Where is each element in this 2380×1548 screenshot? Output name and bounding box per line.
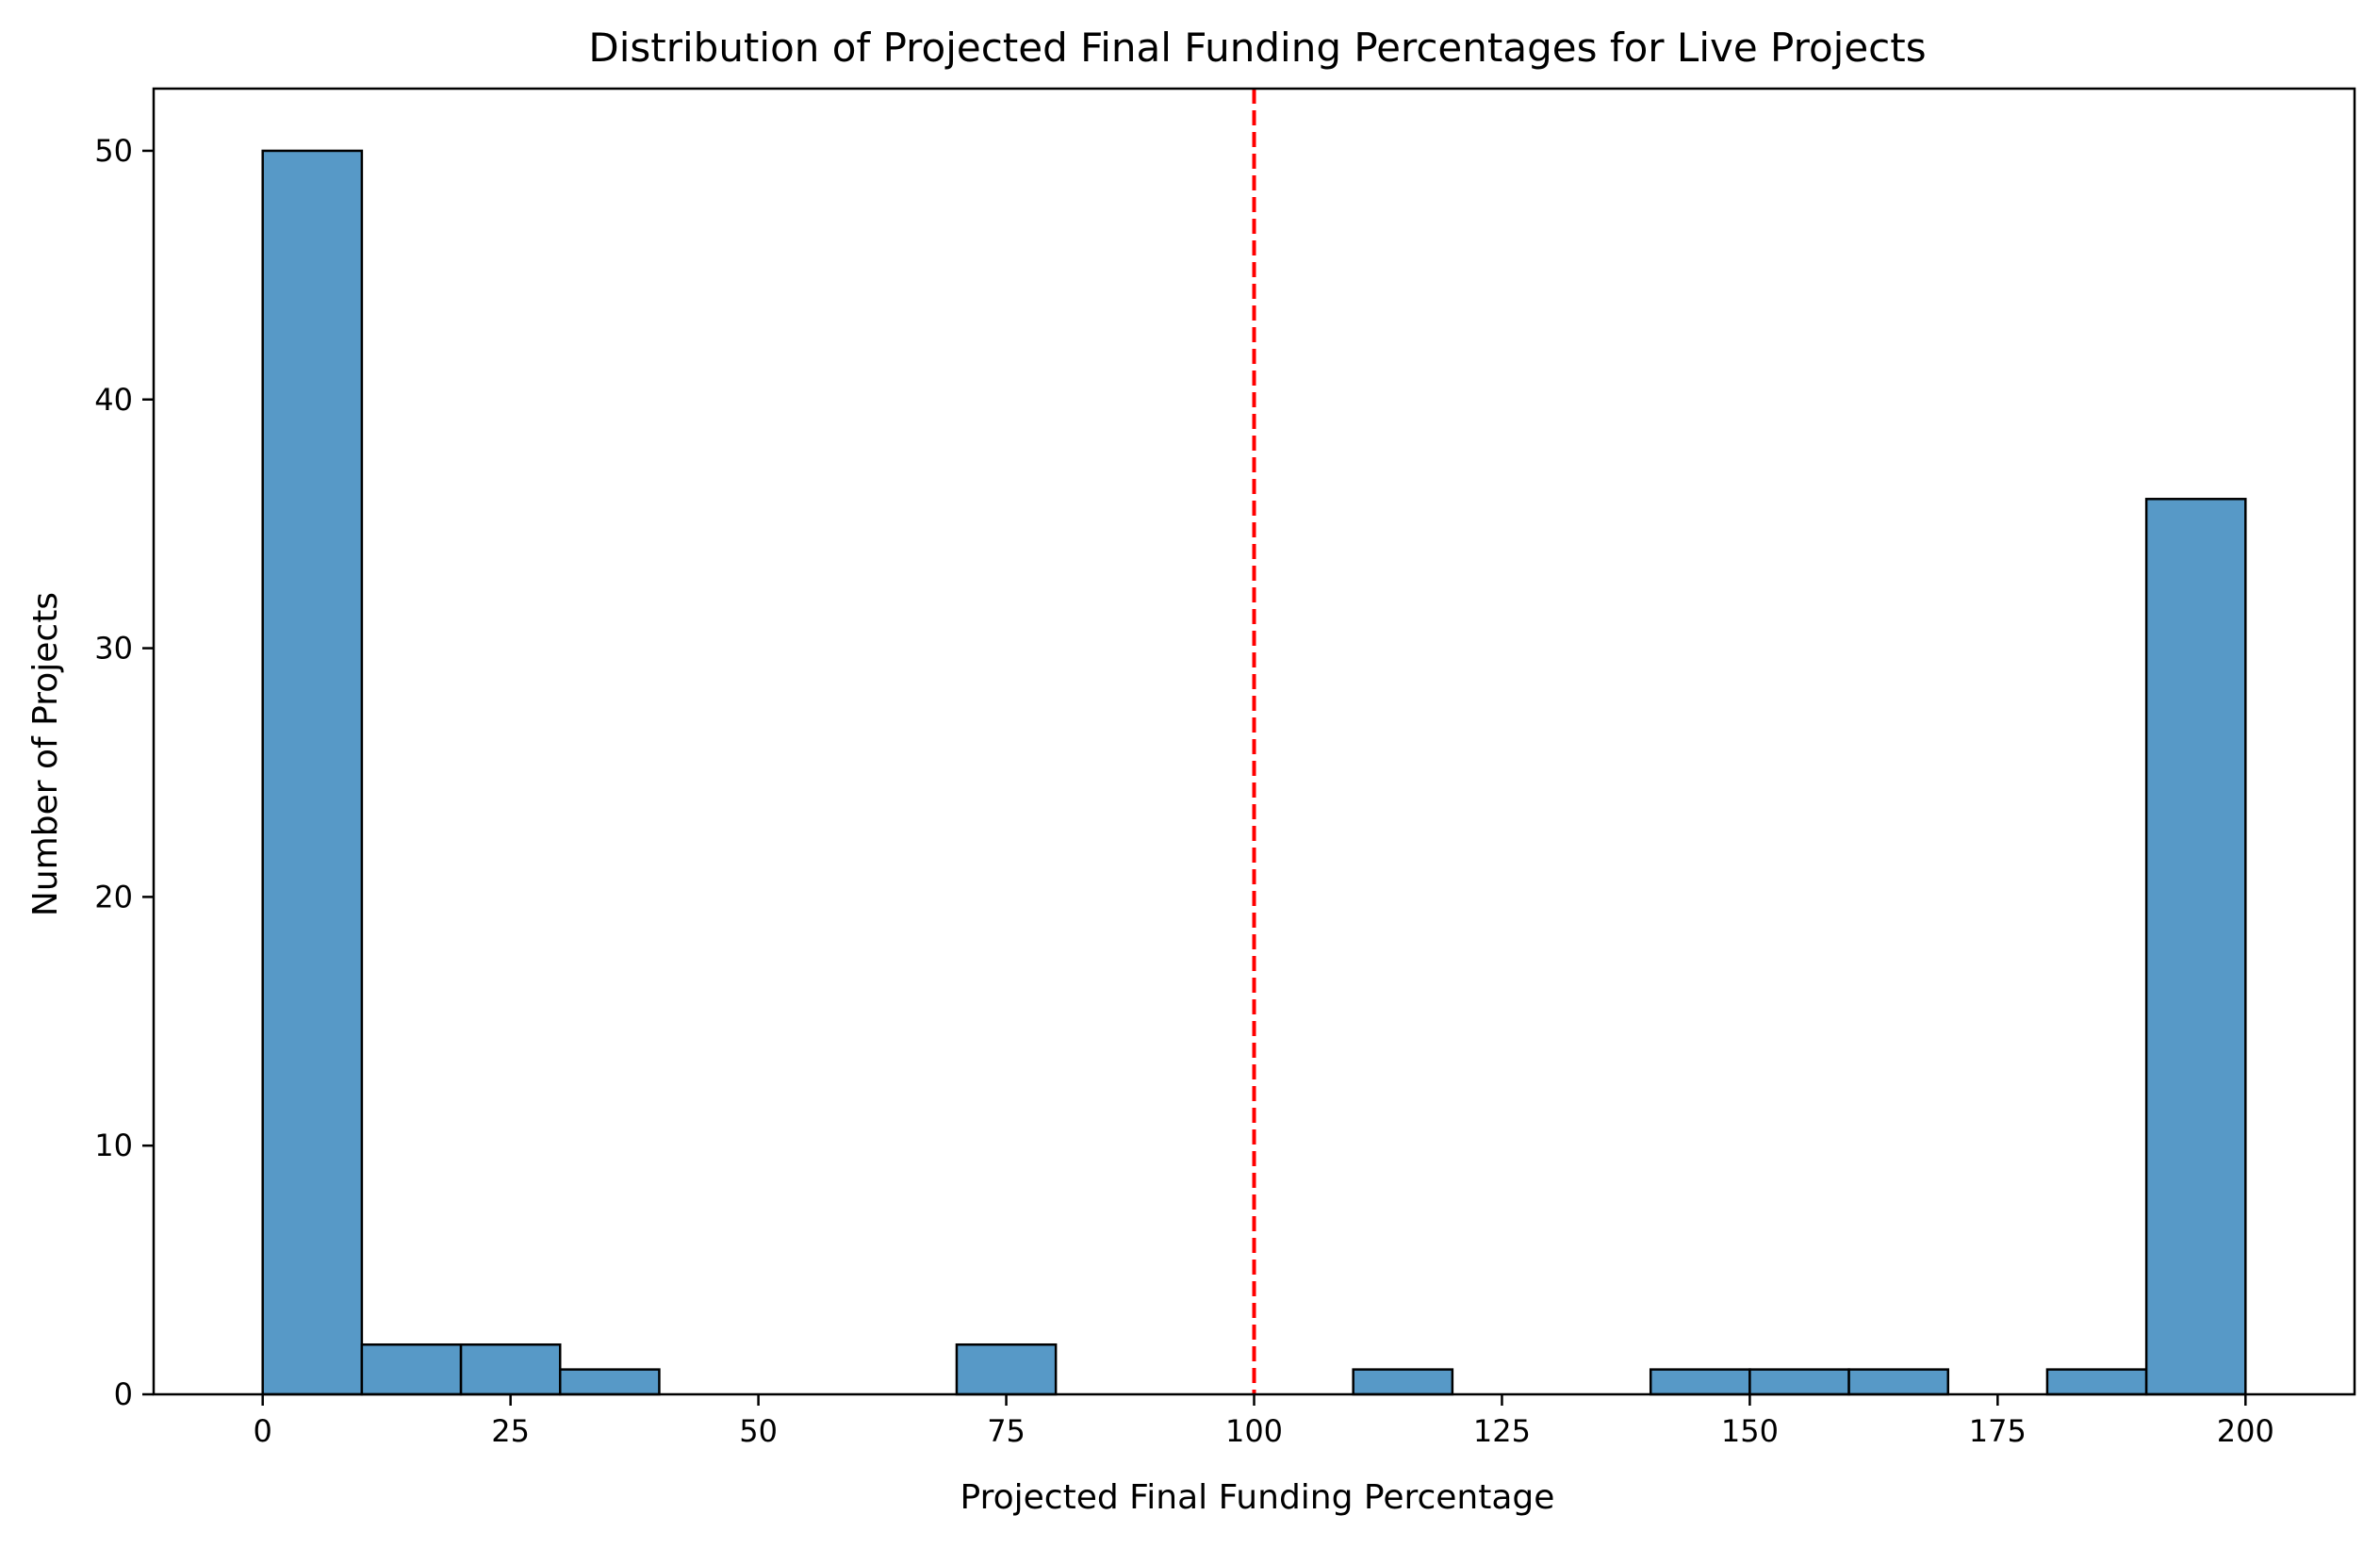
x-tick-label: 200 bbox=[2217, 1413, 2274, 1449]
x-tick-label: 0 bbox=[254, 1413, 272, 1449]
histogram-bar bbox=[261, 149, 364, 1396]
x-tick-label: 50 bbox=[739, 1413, 778, 1449]
y-tick-label: 20 bbox=[94, 879, 133, 914]
histogram-bar bbox=[1748, 1368, 1850, 1396]
y-tick-label: 30 bbox=[94, 631, 133, 667]
x-tick-label: 75 bbox=[987, 1413, 1026, 1449]
chart-title: Distribution of Projected Final Funding … bbox=[588, 25, 1926, 71]
y-tick-label: 40 bbox=[94, 382, 133, 418]
histogram-bar bbox=[1649, 1368, 1751, 1396]
x-axis-label: Projected Final Funding Percentage bbox=[960, 1478, 1555, 1517]
histogram-bar bbox=[459, 1342, 562, 1396]
x-tick-label: 175 bbox=[1969, 1413, 2027, 1449]
histogram-bar bbox=[2045, 1368, 2148, 1396]
y-tick-label: 10 bbox=[94, 1128, 133, 1163]
x-axis-ticks: 0 25 50 75 100 125 150 175 200 bbox=[254, 1394, 2274, 1449]
histogram-bar bbox=[1847, 1368, 1950, 1396]
histogram-bar bbox=[2144, 498, 2247, 1396]
y-axis-label: Number of Projects bbox=[26, 592, 65, 916]
y-tick-label: 50 bbox=[94, 133, 133, 169]
x-tick-label: 100 bbox=[1225, 1413, 1283, 1449]
histogram-bar bbox=[360, 1342, 463, 1396]
histogram-bar bbox=[558, 1368, 661, 1396]
histogram-bars bbox=[261, 149, 2247, 1396]
y-axis-ticks: 0 10 20 30 40 50 bbox=[94, 133, 154, 1412]
histogram-bar bbox=[1352, 1368, 1454, 1396]
x-tick-label: 25 bbox=[491, 1413, 530, 1449]
histogram-bar bbox=[955, 1342, 1058, 1396]
y-tick-label: 0 bbox=[114, 1376, 133, 1412]
x-tick-label: 150 bbox=[1721, 1413, 1779, 1449]
x-tick-label: 125 bbox=[1473, 1413, 1531, 1449]
